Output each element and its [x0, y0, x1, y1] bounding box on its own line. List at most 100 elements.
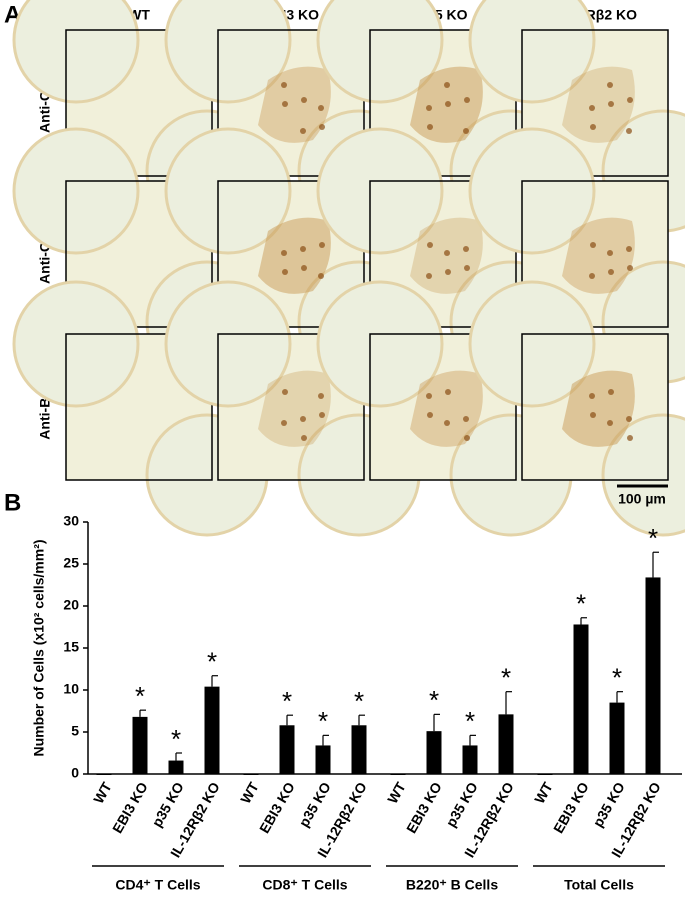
cell [301, 97, 307, 103]
group-label: CD4⁺ T Cells [115, 877, 200, 893]
image-border [521, 180, 669, 328]
cell [319, 242, 325, 248]
significance-marker: * [501, 663, 511, 693]
cell [444, 250, 450, 256]
y-tick-label: 20 [63, 597, 79, 613]
stain [562, 217, 635, 294]
bar [573, 624, 589, 774]
error-bar [139, 709, 146, 717]
cell [300, 416, 306, 422]
error-bar [580, 617, 587, 625]
cell [464, 265, 470, 271]
micrograph [468, 280, 685, 537]
follicle [12, 0, 140, 104]
cell [319, 412, 325, 418]
cell [281, 420, 287, 426]
error-bar [175, 752, 182, 761]
follicle [468, 127, 596, 255]
error-bar [322, 734, 329, 746]
cell [627, 97, 633, 103]
cell [301, 265, 307, 271]
cell [590, 124, 596, 130]
scale-bar-label: 100 µm [618, 491, 666, 507]
y-tick-label: 10 [63, 681, 79, 697]
bar [351, 725, 367, 774]
significance-marker: * [465, 706, 475, 736]
image-border [217, 29, 365, 177]
follicle [601, 413, 685, 537]
bar [645, 577, 661, 774]
cell [445, 101, 451, 107]
follicle [316, 0, 444, 104]
follicle [164, 0, 292, 104]
stain [258, 217, 331, 294]
significance-marker: * [648, 523, 658, 553]
x-tick-label: p35 KO [589, 779, 627, 830]
error-bar [469, 734, 476, 746]
cell [427, 412, 433, 418]
cell [300, 246, 306, 252]
bar [204, 686, 220, 774]
image-border [65, 180, 213, 328]
cell [627, 265, 633, 271]
cell [589, 393, 595, 399]
follicle [468, 0, 596, 104]
cell [626, 416, 632, 422]
image-border [65, 333, 213, 481]
cell [607, 250, 613, 256]
follicle [164, 280, 292, 408]
x-tick-label: p35 KO [148, 779, 186, 830]
follicle [316, 127, 444, 255]
significance-marker: * [282, 686, 292, 716]
cell [319, 124, 325, 130]
bar [609, 702, 625, 774]
bar [462, 745, 478, 774]
stain [562, 66, 635, 143]
significance-marker: * [429, 685, 439, 715]
cell [464, 435, 470, 441]
cell [464, 97, 470, 103]
x-tick-label: EBI3 KO [403, 779, 445, 836]
cell [589, 273, 595, 279]
cell [427, 124, 433, 130]
image-border [217, 180, 365, 328]
significance-marker: * [135, 681, 145, 711]
cell [427, 242, 433, 248]
bar [132, 716, 148, 774]
cell [607, 420, 613, 426]
follicle [12, 280, 140, 408]
x-tick-label: WT [531, 779, 556, 806]
cell [463, 128, 469, 134]
cell [445, 389, 451, 395]
x-tick-label: EBI3 KO [256, 779, 298, 836]
cell [318, 273, 324, 279]
cell [282, 269, 288, 275]
error-bar [616, 691, 623, 703]
error-bar [211, 675, 218, 687]
x-tick-label: WT [237, 779, 262, 806]
bar [537, 774, 553, 775]
x-tick-label: EBI3 KO [109, 779, 151, 836]
cell [608, 269, 614, 275]
y-tick-label: 15 [63, 639, 79, 655]
panel-label: B [4, 489, 21, 516]
significance-marker: * [318, 706, 328, 736]
y-tick-label: 0 [71, 765, 79, 781]
cell [626, 246, 632, 252]
cell [426, 105, 432, 111]
follicle [316, 280, 444, 408]
bar [315, 745, 331, 774]
significance-marker: * [354, 686, 364, 716]
significance-marker: * [207, 647, 217, 677]
error-bar [286, 714, 293, 726]
cell [627, 435, 633, 441]
x-tick-label: p35 KO [295, 779, 333, 830]
cell [318, 105, 324, 111]
image-border [369, 29, 517, 177]
cell [463, 246, 469, 252]
significance-marker: * [171, 724, 181, 754]
stain [410, 370, 483, 447]
cell [281, 82, 287, 88]
y-tick-label: 25 [63, 555, 79, 571]
cell [318, 393, 324, 399]
